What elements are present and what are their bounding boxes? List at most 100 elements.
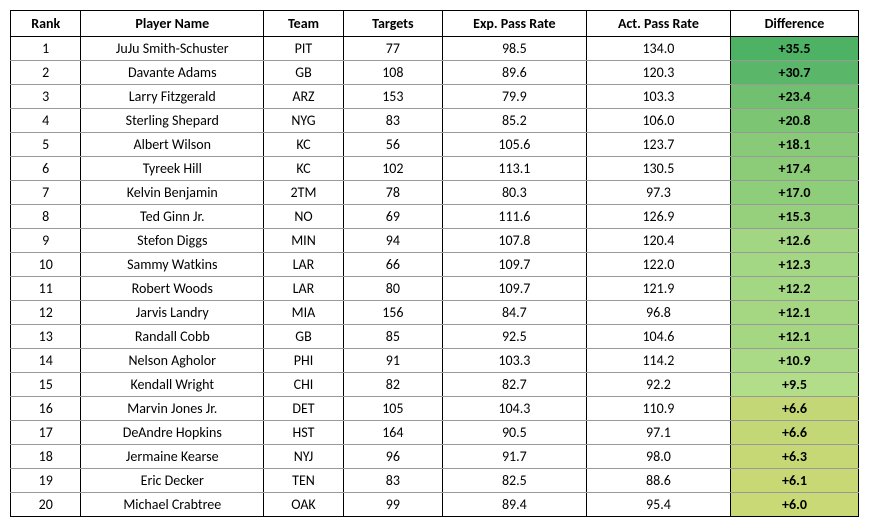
- cell-targets: 94: [343, 229, 442, 253]
- cell-exp-pass-rate: 109.7: [442, 277, 586, 301]
- table-row: 8Ted Ginn Jr.NO69111.6126.9+15.3: [11, 205, 859, 229]
- cell-difference: +12.1: [730, 301, 858, 325]
- cell-act-pass-rate: 123.7: [586, 133, 730, 157]
- cell-targets: 83: [343, 109, 442, 133]
- cell-difference: +23.4: [730, 85, 858, 109]
- cell-rank: 4: [11, 109, 81, 133]
- cell-rank: 17: [11, 421, 81, 445]
- cell-rank: 3: [11, 85, 81, 109]
- table-row: 6Tyreek HillKC102113.1130.5+17.4: [11, 157, 859, 181]
- table-row: 18Jermaine KearseNYJ9691.798.0+6.3: [11, 445, 859, 469]
- cell-targets: 69: [343, 205, 442, 229]
- cell-rank: 10: [11, 253, 81, 277]
- cell-targets: 85: [343, 325, 442, 349]
- cell-difference: +6.6: [730, 421, 858, 445]
- cell-player: Nelson Agholor: [81, 349, 264, 373]
- cell-rank: 12: [11, 301, 81, 325]
- table-row: 3Larry FitzgeraldARZ15379.9103.3+23.4: [11, 85, 859, 109]
- table-row: 14Nelson AgholorPHI91103.3114.2+10.9: [11, 349, 859, 373]
- cell-act-pass-rate: 110.9: [586, 397, 730, 421]
- cell-exp-pass-rate: 104.3: [442, 397, 586, 421]
- cell-rank: 2: [11, 61, 81, 85]
- cell-targets: 80: [343, 277, 442, 301]
- table-row: 9Stefon DiggsMIN94107.8120.4+12.6: [11, 229, 859, 253]
- player-stats-table: Rank Player Name Team Targets Exp. Pass …: [10, 10, 859, 517]
- header-exp-pass-rate: Exp. Pass Rate: [442, 11, 586, 37]
- cell-difference: +12.6: [730, 229, 858, 253]
- cell-rank: 18: [11, 445, 81, 469]
- cell-player: Stefon Diggs: [81, 229, 264, 253]
- cell-rank: 13: [11, 325, 81, 349]
- cell-targets: 78: [343, 181, 442, 205]
- cell-difference: +12.3: [730, 253, 858, 277]
- cell-rank: 15: [11, 373, 81, 397]
- cell-targets: 164: [343, 421, 442, 445]
- cell-targets: 153: [343, 85, 442, 109]
- table-row: 2Davante AdamsGB10889.6120.3+30.7: [11, 61, 859, 85]
- cell-team: MIN: [264, 229, 344, 253]
- cell-targets: 96: [343, 445, 442, 469]
- cell-player: DeAndre Hopkins: [81, 421, 264, 445]
- table-row: 17DeAndre HopkinsHST16490.597.1+6.6: [11, 421, 859, 445]
- cell-team: GB: [264, 325, 344, 349]
- cell-rank: 9: [11, 229, 81, 253]
- cell-difference: +35.5: [730, 37, 858, 61]
- cell-player: Kendall Wright: [81, 373, 264, 397]
- cell-exp-pass-rate: 98.5: [442, 37, 586, 61]
- header-act-pass-rate: Act. Pass Rate: [586, 11, 730, 37]
- cell-act-pass-rate: 92.2: [586, 373, 730, 397]
- cell-exp-pass-rate: 107.8: [442, 229, 586, 253]
- cell-exp-pass-rate: 113.1: [442, 157, 586, 181]
- cell-act-pass-rate: 122.0: [586, 253, 730, 277]
- table-row: 20Michael CrabtreeOAK9989.495.4+6.0: [11, 493, 859, 517]
- cell-team: TEN: [264, 469, 344, 493]
- cell-act-pass-rate: 95.4: [586, 493, 730, 517]
- cell-exp-pass-rate: 103.3: [442, 349, 586, 373]
- cell-rank: 11: [11, 277, 81, 301]
- cell-act-pass-rate: 121.9: [586, 277, 730, 301]
- cell-rank: 16: [11, 397, 81, 421]
- cell-team: NO: [264, 205, 344, 229]
- cell-act-pass-rate: 96.8: [586, 301, 730, 325]
- cell-difference: +6.1: [730, 469, 858, 493]
- table-row: 15Kendall WrightCHI8282.792.2+9.5: [11, 373, 859, 397]
- cell-player: Larry Fitzgerald: [81, 85, 264, 109]
- cell-exp-pass-rate: 111.6: [442, 205, 586, 229]
- cell-targets: 56: [343, 133, 442, 157]
- cell-targets: 99: [343, 493, 442, 517]
- cell-difference: +18.1: [730, 133, 858, 157]
- cell-team: KC: [264, 133, 344, 157]
- cell-targets: 83: [343, 469, 442, 493]
- cell-rank: 1: [11, 37, 81, 61]
- cell-player: Sterling Shepard: [81, 109, 264, 133]
- cell-difference: +12.2: [730, 277, 858, 301]
- cell-exp-pass-rate: 79.9: [442, 85, 586, 109]
- cell-act-pass-rate: 97.3: [586, 181, 730, 205]
- cell-team: DET: [264, 397, 344, 421]
- cell-player: Robert Woods: [81, 277, 264, 301]
- table-row: 16Marvin Jones Jr.DET105104.3110.9+6.6: [11, 397, 859, 421]
- cell-team: NYG: [264, 109, 344, 133]
- cell-team: GB: [264, 61, 344, 85]
- cell-exp-pass-rate: 89.4: [442, 493, 586, 517]
- cell-player: Tyreek Hill: [81, 157, 264, 181]
- cell-act-pass-rate: 134.0: [586, 37, 730, 61]
- table-row: 13Randall CobbGB8592.5104.6+12.1: [11, 325, 859, 349]
- cell-act-pass-rate: 126.9: [586, 205, 730, 229]
- cell-exp-pass-rate: 92.5: [442, 325, 586, 349]
- cell-targets: 105: [343, 397, 442, 421]
- cell-rank: 8: [11, 205, 81, 229]
- cell-exp-pass-rate: 109.7: [442, 253, 586, 277]
- cell-rank: 20: [11, 493, 81, 517]
- cell-rank: 19: [11, 469, 81, 493]
- cell-rank: 7: [11, 181, 81, 205]
- cell-player: Marvin Jones Jr.: [81, 397, 264, 421]
- cell-difference: +12.1: [730, 325, 858, 349]
- cell-difference: +6.6: [730, 397, 858, 421]
- cell-rank: 6: [11, 157, 81, 181]
- header-difference: Difference: [730, 11, 858, 37]
- cell-team: ARZ: [264, 85, 344, 109]
- cell-exp-pass-rate: 89.6: [442, 61, 586, 85]
- cell-team: KC: [264, 157, 344, 181]
- header-row: Rank Player Name Team Targets Exp. Pass …: [11, 11, 859, 37]
